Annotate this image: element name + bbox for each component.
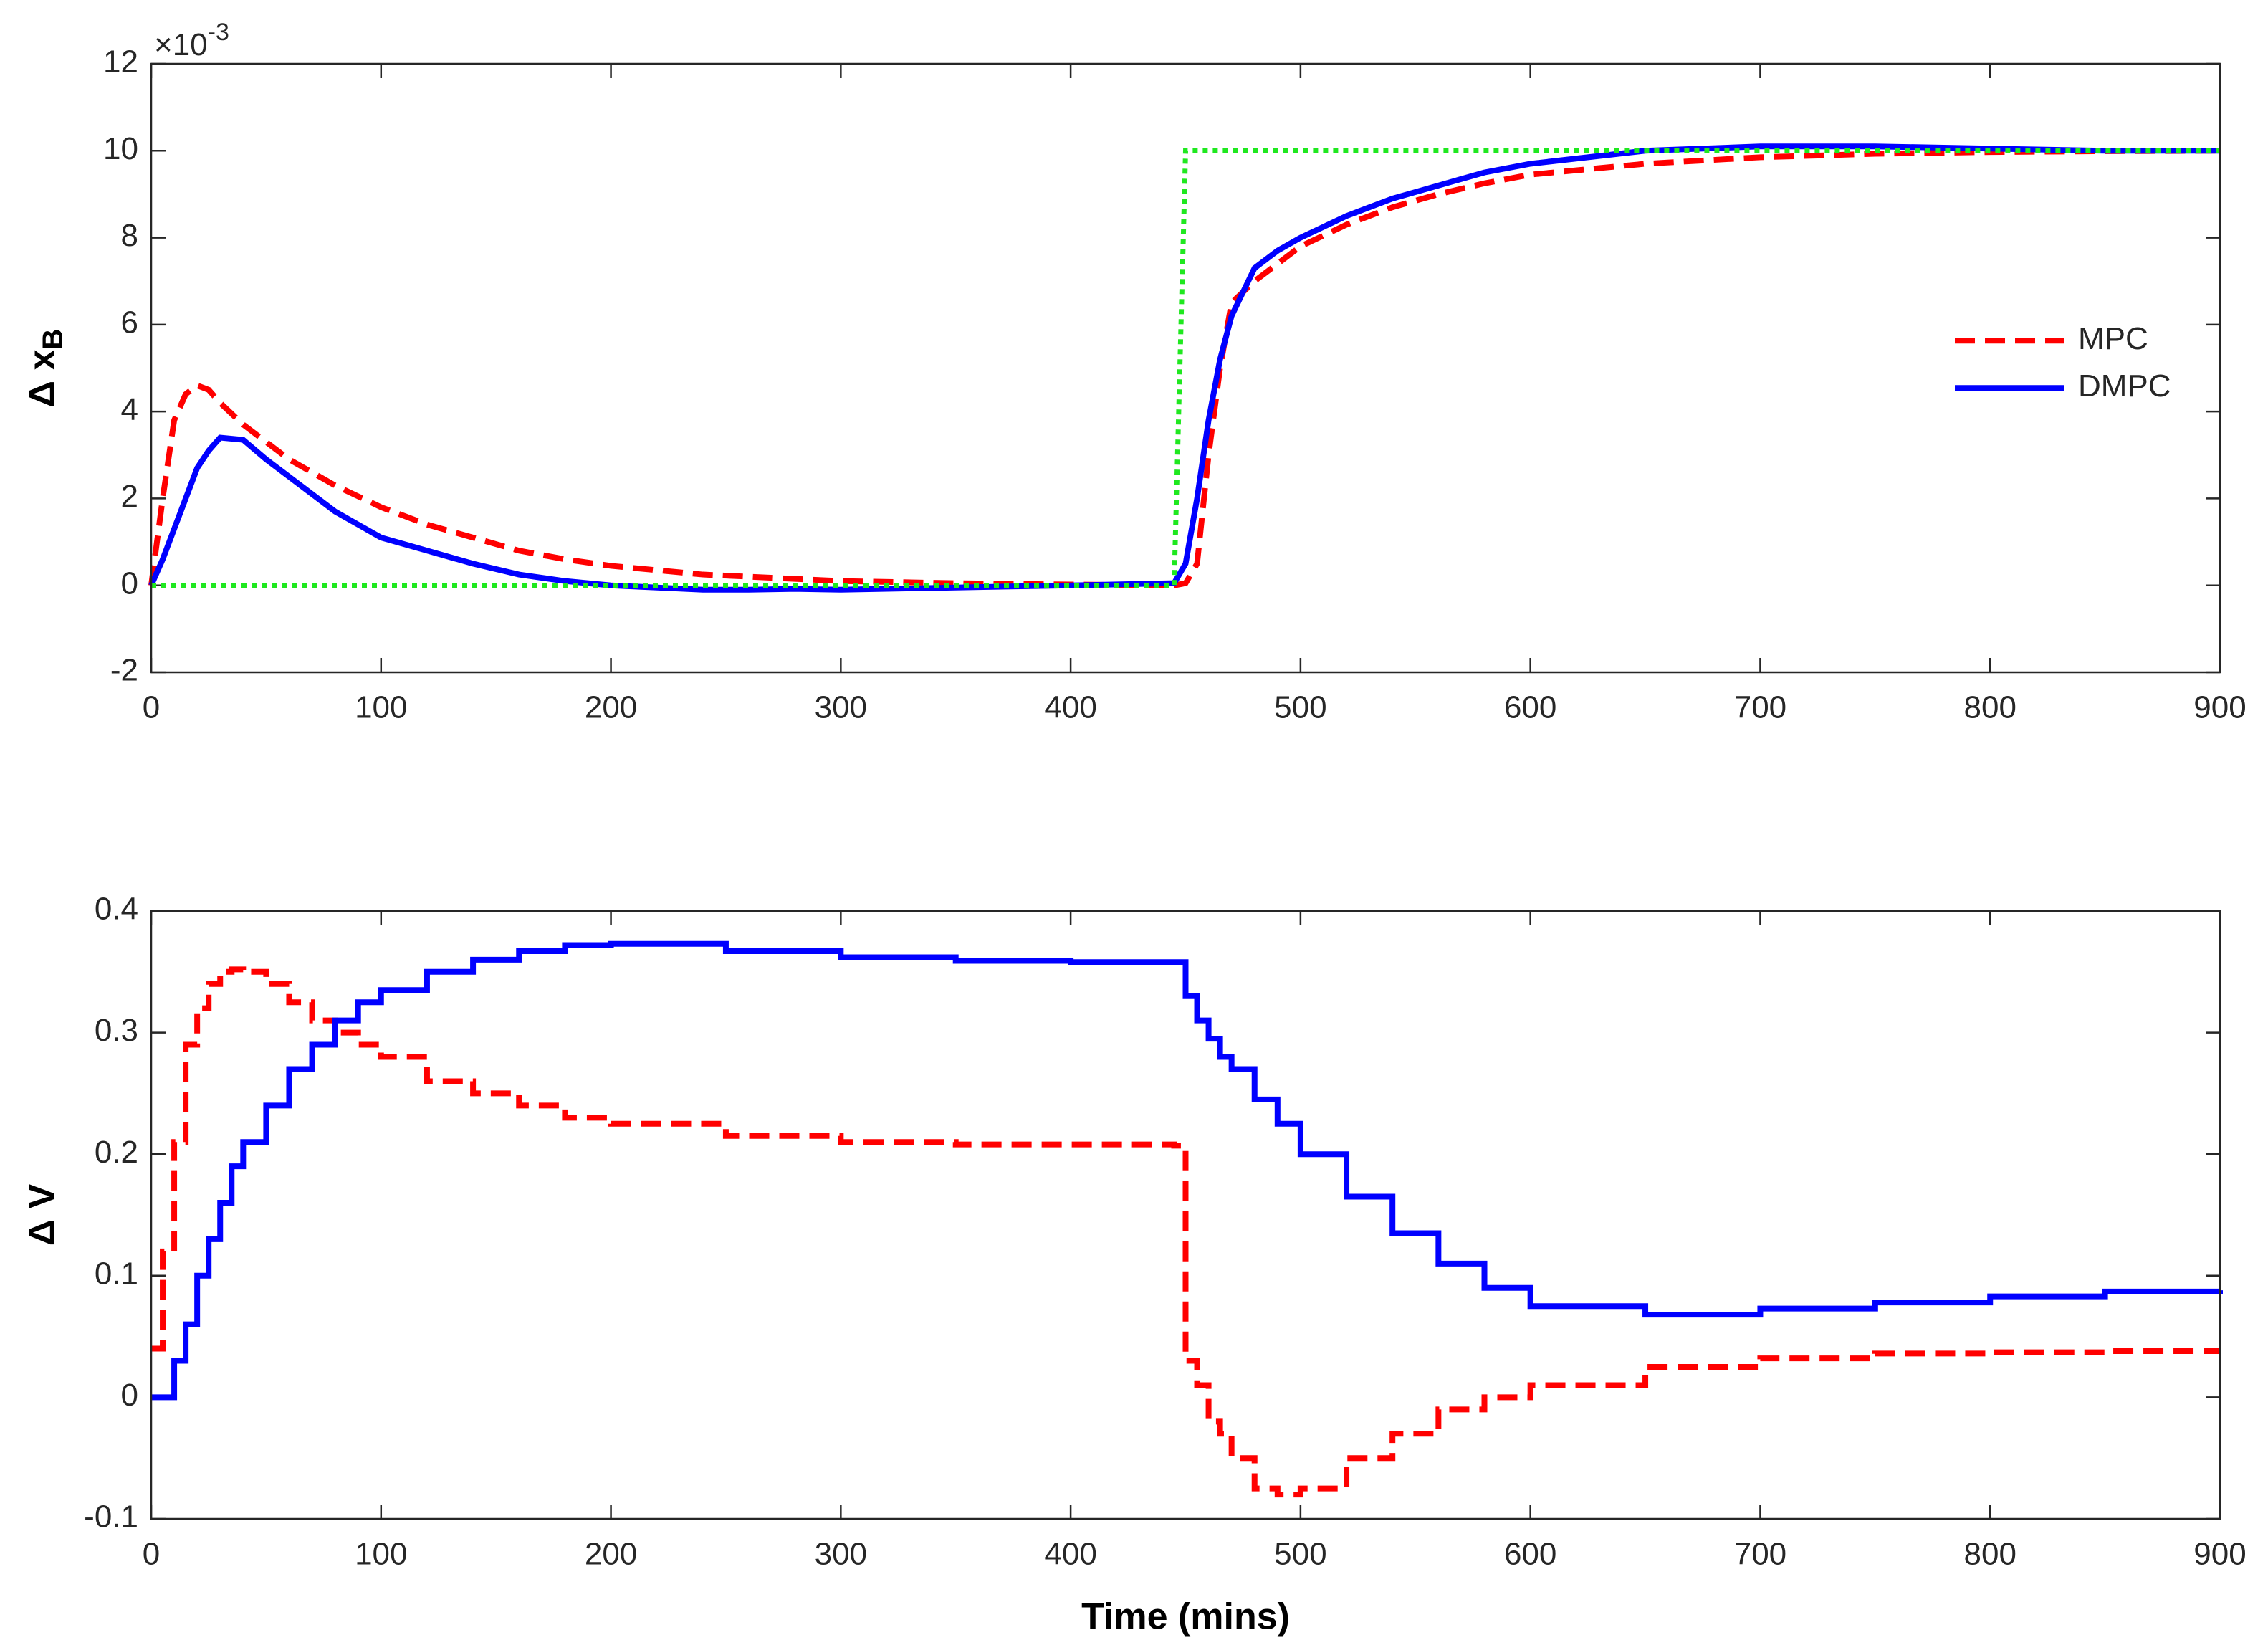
series-line xyxy=(151,966,2220,1498)
series-line xyxy=(148,148,2221,588)
y-tick-label: 12 xyxy=(103,44,138,80)
legend-label: MPC xyxy=(2078,321,2148,356)
y-tick-label: -2 xyxy=(110,653,138,688)
y-tick-label: 2 xyxy=(121,479,138,514)
x-tick-label: 600 xyxy=(1504,1537,1556,1572)
legend-label: DMPC xyxy=(2078,368,2171,404)
x-tick-label: 100 xyxy=(355,1537,407,1572)
x-tick-label: 300 xyxy=(815,1537,867,1572)
x-tick-label: 500 xyxy=(1274,1537,1326,1572)
x-tick-label: 200 xyxy=(585,1537,637,1572)
x-tick-label: 600 xyxy=(1504,690,1556,725)
y-axis-label: Δ xB xyxy=(21,329,69,408)
x-tick-label: 700 xyxy=(1734,1537,1786,1572)
axes-box xyxy=(150,910,2221,1520)
y-tick-label: -0.1 xyxy=(84,1499,138,1535)
y-tick-label: 0 xyxy=(121,1378,138,1413)
y-tick-label: 0.4 xyxy=(95,892,138,927)
y-tick-label: 6 xyxy=(121,305,138,340)
y-axis-label: Δ V xyxy=(21,1183,63,1246)
x-tick-label: 800 xyxy=(1964,690,2016,725)
y-tick-label: 0.3 xyxy=(95,1013,138,1048)
x-tick-label: 200 xyxy=(585,690,637,725)
x-tick-label: 100 xyxy=(355,690,407,725)
series-line xyxy=(148,143,2220,593)
axes-box xyxy=(150,62,2221,674)
y-tick-label: 8 xyxy=(121,218,138,253)
x-axis-label: Time (mins) xyxy=(1081,1596,1290,1638)
x-tick-label: 800 xyxy=(1964,1537,2016,1572)
y-tick-label: 0 xyxy=(121,566,138,601)
y-axis-label-sub: B xyxy=(37,329,69,350)
y-axis-label-main: Δ x xyxy=(21,349,63,407)
x-tick-label: 0 xyxy=(143,690,160,725)
x-tick-label: 900 xyxy=(2193,690,2246,725)
series-line xyxy=(151,940,2223,1401)
x-tick-label: 0 xyxy=(143,1537,160,1572)
axis-exponent: ×10-3 xyxy=(154,19,229,62)
y-tick-label: 0.2 xyxy=(95,1135,138,1170)
x-tick-label: 400 xyxy=(1044,690,1096,725)
axis-exponent-base: ×10 xyxy=(154,27,208,62)
y-tick-label: 4 xyxy=(121,392,138,427)
y-axis-label-main: Δ V xyxy=(21,1183,63,1246)
x-tick-label: 700 xyxy=(1734,690,1786,725)
y-tick-label: 10 xyxy=(103,131,138,166)
x-tick-label: 400 xyxy=(1044,1537,1096,1572)
y-tick-label: 0.1 xyxy=(95,1256,138,1291)
x-tick-label: 500 xyxy=(1274,690,1326,725)
series-line xyxy=(151,148,2220,588)
x-tick-label: 900 xyxy=(2193,1537,2246,1572)
axis-exponent-power: -3 xyxy=(208,19,229,46)
x-tick-label: 300 xyxy=(815,690,867,725)
